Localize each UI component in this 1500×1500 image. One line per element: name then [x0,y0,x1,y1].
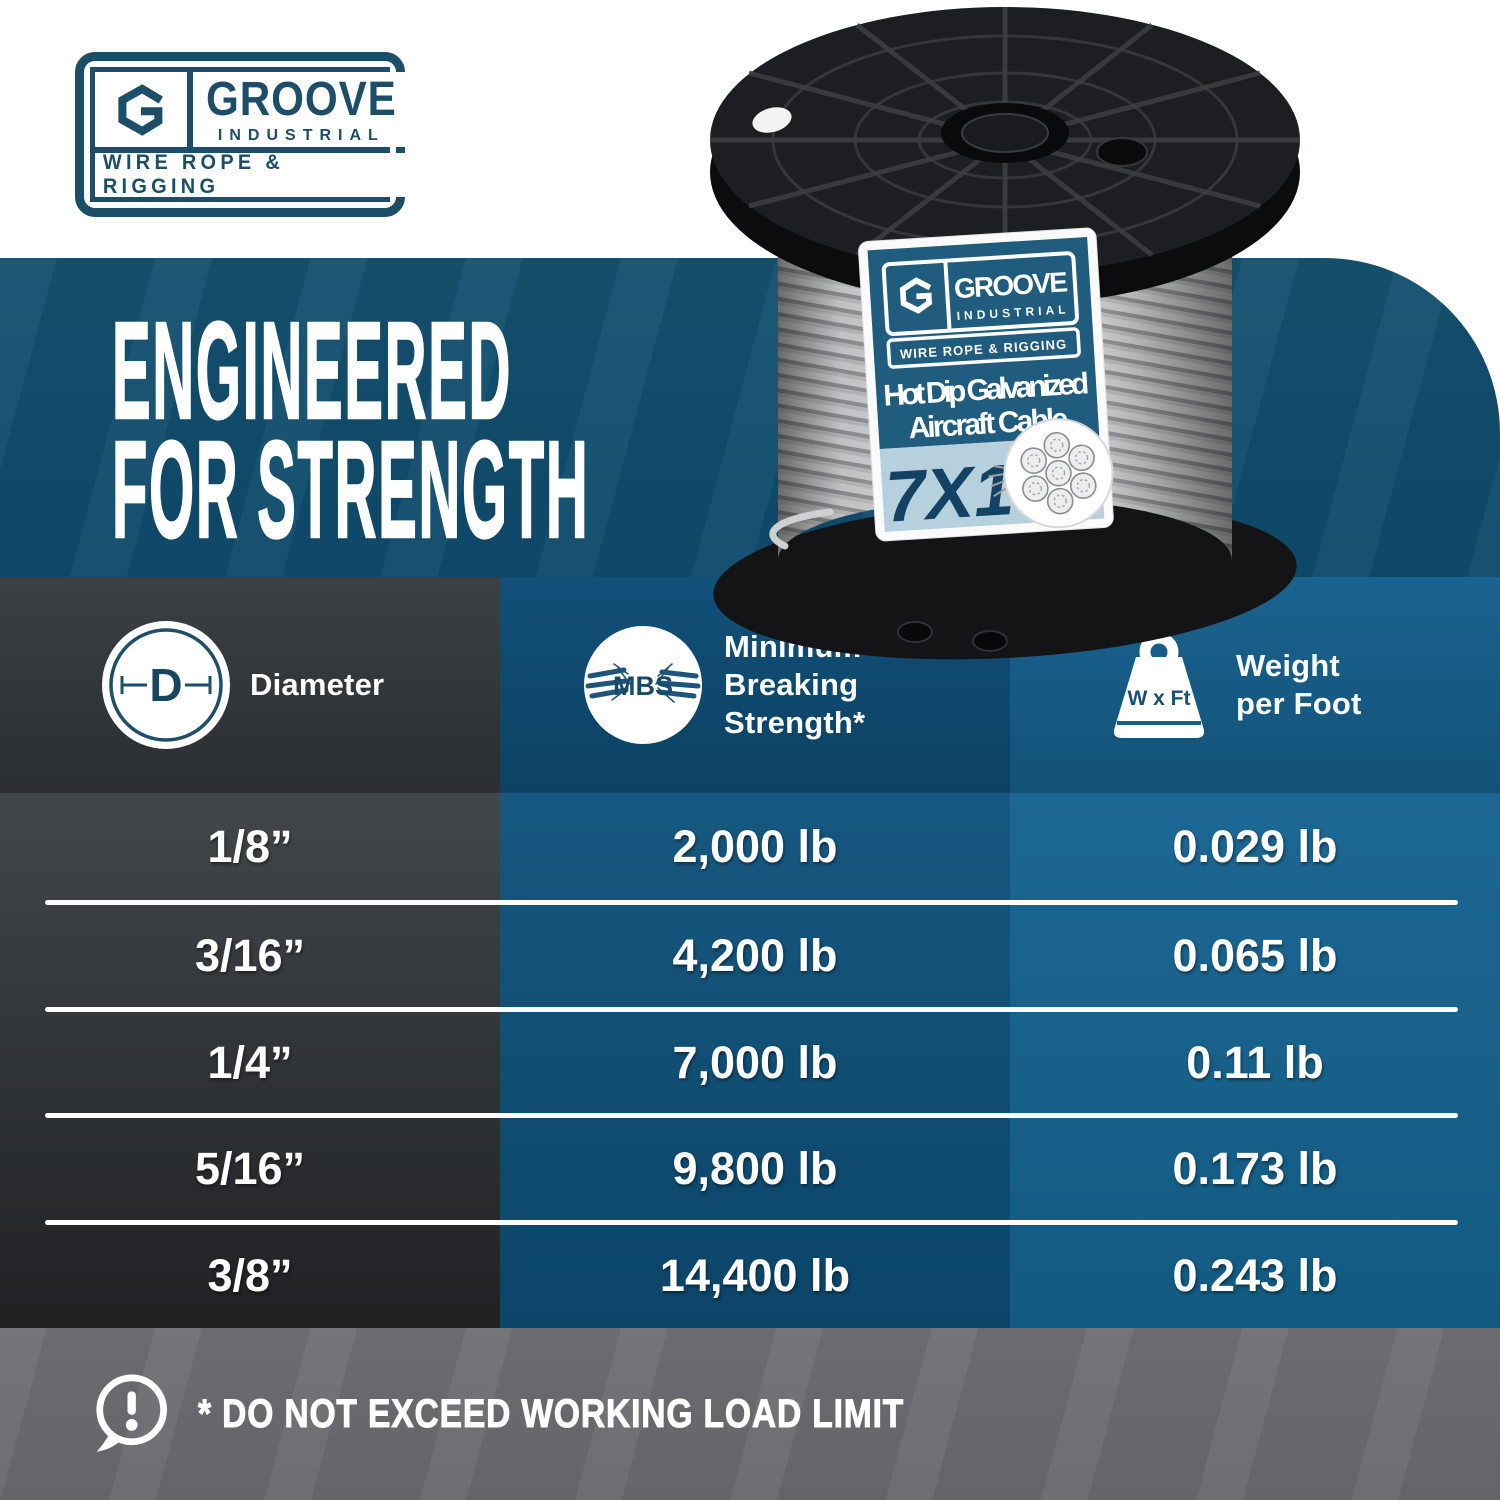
brand-subname: INDUSTRIAL [217,126,385,144]
row-separator [45,1220,1458,1225]
spool-bottom-flange [713,500,1297,660]
cell-weight: 0.243 lb [1172,1249,1338,1301]
column-bg-weight [1010,577,1500,1328]
flange-side-hole [1096,137,1148,167]
headline-line1: ENGINEERED [111,294,513,448]
spec-table: D Diameter MBS Minimum Breaking Strength… [0,577,1500,1328]
diameter-icon: D [102,621,230,749]
brand-tagline-cell: WIRE ROPE & RIGGING [95,151,410,198]
footnote-text: * DO NOT EXCEED WORKING LOAD LIMIT [198,1391,905,1436]
label-brand: GROOVE [953,266,1069,304]
cell-diameter: 1/4” [207,1036,293,1088]
diameter-icon-letter: D [149,659,182,711]
cell-diameter: 1/8” [207,820,293,872]
flange-hole [897,621,933,643]
cell-mbs: 7,000 lb [672,1036,838,1088]
header-diameter-label: Diameter [250,667,385,702]
brand-name-cell: GROOVE INDUSTRIAL [193,72,410,147]
cable-spool-image: GROOVE INDUSTRIAL WIRE ROPE & RIGGING Ho… [710,7,1300,660]
table-row: 3/8” 14,400 lb 0.243 lb [0,1222,1500,1329]
header-weight-label: Weight per Foot [1236,647,1362,723]
header-weight-line1: Weight [1236,648,1340,683]
cell-diameter: 3/8” [207,1249,293,1301]
table-row: 1/8” 2,000 lb 0.029 lb [0,793,1500,900]
column-bg-diameter [0,577,500,1328]
table-row: 3/16” 4,200 lb 0.065 lb [0,902,1500,1009]
cell-mbs: 2,000 lb [672,820,838,872]
table-row: 5/16” 9,800 lb 0.173 lb [0,1115,1500,1222]
header-weight-line2: per Foot [1236,686,1362,721]
header-diameter: D Diameter [0,577,500,793]
cell-mbs: 4,200 lb [672,929,838,981]
cable-cross-section-icon [988,418,1114,529]
cell-diameter: 3/16” [194,929,306,981]
row-separator [45,1113,1458,1118]
brand-monogram-cell [95,72,187,147]
cell-mbs: 14,400 lb [659,1249,851,1301]
label-brand-sub: INDUSTRIAL [956,302,1069,323]
brand-logo: GROOVE INDUSTRIAL WIRE ROPE & RIGGING [75,52,410,217]
header-weight: W x Ft Weight per Foot [1010,577,1500,793]
cell-weight: 0.029 lb [1172,820,1338,872]
spool-product-label: GROOVE INDUSTRIAL WIRE ROPE & RIGGING Ho… [858,227,1114,542]
hero-band [0,258,1500,577]
cell-weight: 0.11 lb [1186,1036,1324,1088]
brand-logo-grid: GROOVE INDUSTRIAL WIRE ROPE & RIGGING [90,67,410,202]
alert-bubble-icon [96,1374,167,1452]
row-separator [45,1007,1458,1012]
footnote-bar: * DO NOT EXCEED WORKING LOAD LIMIT [0,1328,1500,1500]
cell-weight: 0.173 lb [1172,1142,1338,1194]
flange-hole [972,630,1008,652]
headline-line2: FOR STRENGTH [111,413,590,567]
header-mbs-line3: Strength* [724,705,866,740]
cell-weight: 0.065 lb [1172,929,1338,981]
header-mbs-line2: Breaking [724,667,859,702]
row-separator [45,900,1458,905]
cell-diameter: 5/16” [194,1142,306,1194]
flange-through-hole [752,107,792,133]
column-bg-mbs [500,577,1010,1328]
headline: ENGINEERED FOR STRENGTH [111,294,1249,567]
weight-icon-text: W x Ft [1128,687,1191,710]
mbs-icon-text: MBS [613,671,673,701]
brand-name: GROOVE [206,72,397,126]
cell-mbs: 9,800 lb [672,1142,838,1194]
mbs-icon: MBS [584,626,702,744]
table-row: 1/4” 7,000 lb 0.11 lb [0,1009,1500,1116]
wire-tail [769,508,834,550]
brand-tagline: WIRE ROPE & RIGGING [102,151,285,198]
groove-monogram-icon [110,79,172,141]
